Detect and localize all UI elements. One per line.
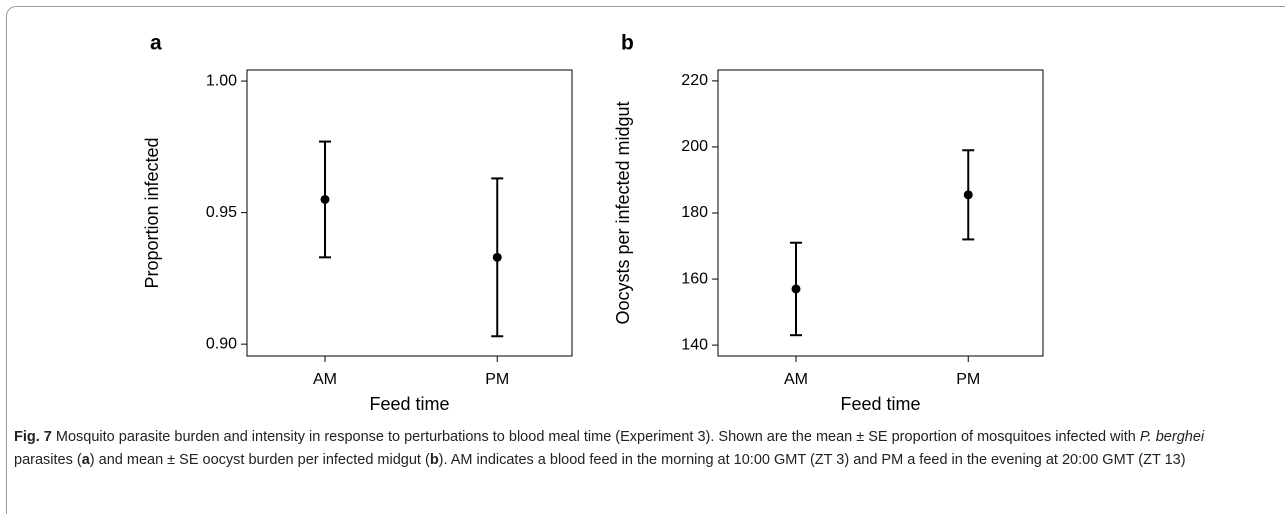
mean-point <box>320 194 330 204</box>
mean-point <box>492 252 502 262</box>
y-tick-label: 0.90 <box>206 335 237 352</box>
caption-text: ) and mean ± SE oocyst burden per infect… <box>89 452 430 468</box>
caption-species: P. berghei <box>1139 429 1205 445</box>
mean-point <box>791 284 801 294</box>
plot-frame <box>717 69 1044 357</box>
caption-panel: b <box>429 452 439 468</box>
y-axis-label: Proportion infected <box>142 137 162 288</box>
y-tick-label: 1.00 <box>206 72 237 89</box>
y-tick-label: 200 <box>681 138 708 155</box>
panel-label: a <box>150 32 162 55</box>
caption: Fig. 7 Mosquito parasite burden and inte… <box>14 426 1264 472</box>
caption-label: Fig. 7 <box>14 429 52 445</box>
x-axis-label: Feed time <box>840 394 920 414</box>
y-tick-label: 220 <box>681 72 708 89</box>
mean-point <box>963 190 973 200</box>
x-tick-label: AM <box>784 371 808 388</box>
y-tick-label: 180 <box>681 204 708 221</box>
x-tick-label: PM <box>956 371 980 388</box>
x-tick-label: AM <box>313 371 337 388</box>
figure-frame <box>6 6 1285 514</box>
figure: a Proportion infected Feed time 0.90 0.95 1.0… <box>142 32 1044 414</box>
caption-text: Mosquito parasite burden and intensity i… <box>51 429 1140 445</box>
y-tick-label: 140 <box>681 336 708 353</box>
y-axis-label: Oocysts per infected midgut <box>613 101 633 324</box>
y-tick-label: 160 <box>681 270 708 287</box>
caption-text: ). AM indicates a blood feed in the morn… <box>438 452 1186 468</box>
caption-panel: a <box>81 452 90 468</box>
y-tick-label: 0.95 <box>206 204 237 221</box>
x-axis-label: Feed time <box>369 394 449 414</box>
panel-label: b <box>621 32 634 55</box>
x-tick-label: PM <box>485 371 509 388</box>
plot-frame <box>246 69 573 357</box>
caption-text: parasites ( <box>14 452 82 468</box>
